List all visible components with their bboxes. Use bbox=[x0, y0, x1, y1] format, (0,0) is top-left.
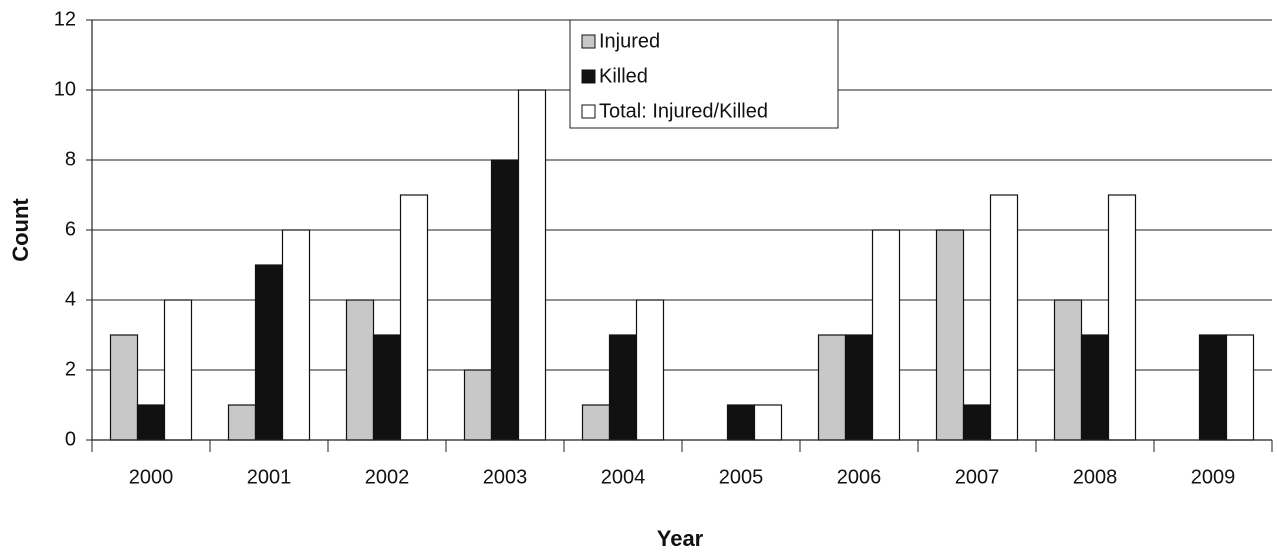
legend-box bbox=[569, 19, 839, 129]
y-tick-label: 4 bbox=[65, 288, 76, 310]
bar bbox=[399, 194, 429, 441]
bar bbox=[581, 404, 611, 441]
bar bbox=[962, 404, 992, 441]
y-tick-label: 6 bbox=[65, 218, 76, 240]
x-tick-label: 2000 bbox=[129, 466, 174, 488]
x-tick-label: 2002 bbox=[365, 466, 410, 488]
y-tick-label: 10 bbox=[54, 78, 76, 100]
y-tick-label: 12 bbox=[54, 8, 76, 30]
bar bbox=[753, 404, 783, 441]
bar bbox=[490, 159, 520, 441]
bar bbox=[1107, 194, 1137, 441]
bar bbox=[345, 299, 375, 441]
legend-label: Injured bbox=[599, 30, 660, 52]
legend-swatch bbox=[581, 34, 596, 49]
x-tick-label: 2005 bbox=[719, 466, 764, 488]
x-tick-label: 2008 bbox=[1073, 466, 1118, 488]
bar bbox=[1198, 334, 1228, 441]
x-tick-label: 2004 bbox=[601, 466, 646, 488]
x-tick-label: 2007 bbox=[955, 466, 1000, 488]
bar bbox=[935, 229, 965, 441]
x-tick-label: 2009 bbox=[1191, 466, 1236, 488]
bar bbox=[109, 334, 139, 441]
bar bbox=[163, 299, 193, 441]
y-tick-label: 0 bbox=[65, 428, 76, 450]
bar bbox=[635, 299, 665, 441]
y-tick-label: 8 bbox=[65, 148, 76, 170]
bar bbox=[871, 229, 901, 441]
x-tick-label: 2006 bbox=[837, 466, 882, 488]
bar bbox=[1053, 299, 1083, 441]
bar bbox=[254, 264, 284, 441]
bar bbox=[608, 334, 638, 441]
bar bbox=[372, 334, 402, 441]
x-axis-label: Year bbox=[657, 526, 704, 551]
bar bbox=[1080, 334, 1110, 441]
legend-label: Total: Injured/Killed bbox=[599, 100, 768, 122]
bar bbox=[463, 369, 493, 441]
bar bbox=[281, 229, 311, 441]
bar bbox=[1225, 334, 1255, 441]
bar bbox=[136, 404, 166, 441]
bar bbox=[227, 404, 257, 441]
legend-swatch bbox=[581, 69, 596, 84]
bar bbox=[989, 194, 1019, 441]
bar bbox=[517, 89, 547, 441]
y-tick-label: 2 bbox=[65, 358, 76, 380]
legend-label: Killed bbox=[599, 65, 648, 87]
bar bbox=[726, 404, 756, 441]
bar bbox=[844, 334, 874, 441]
y-axis-label: Count bbox=[8, 198, 33, 262]
x-tick-label: 2003 bbox=[483, 466, 528, 488]
bar bbox=[817, 334, 847, 441]
x-tick-label: 2001 bbox=[247, 466, 292, 488]
legend-swatch bbox=[581, 104, 596, 119]
